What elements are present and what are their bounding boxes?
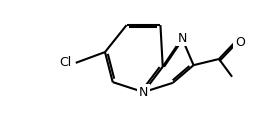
Text: N: N bbox=[139, 86, 148, 99]
Text: O: O bbox=[235, 36, 245, 49]
Text: Cl: Cl bbox=[60, 56, 72, 69]
Text: N: N bbox=[177, 32, 187, 45]
